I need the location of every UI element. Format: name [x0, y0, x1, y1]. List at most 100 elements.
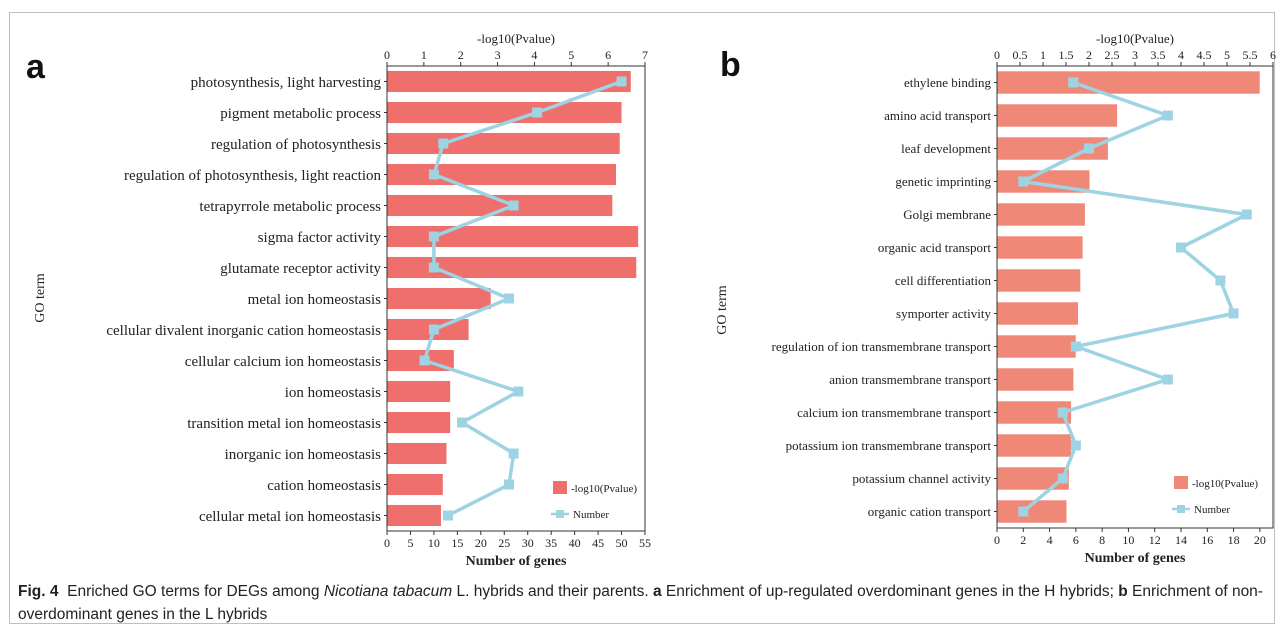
category-label: regulation of photosynthesis, light reac… [124, 168, 382, 184]
category-label: genetic imprinting [895, 174, 991, 189]
top-tick-label: 0 [994, 48, 1000, 62]
top-tick-label: 3.5 [1151, 48, 1166, 62]
caption-text-b: Enrichment of non-overdominant genes in … [18, 583, 1263, 623]
bar [997, 203, 1085, 226]
bottom-tick-label: 15 [451, 536, 463, 550]
bottom-tick-label: 35 [545, 536, 557, 550]
number-point [438, 138, 449, 149]
bottom-tick-label: 30 [522, 536, 534, 550]
legend-label-line: Number [1194, 504, 1230, 516]
caption-a: a [652, 583, 662, 600]
number-point [1162, 110, 1173, 121]
go-enrichment-chart: a b photosynthesis, light harvesting pigm… [26, 31, 1276, 569]
category-label: potassium channel activity [852, 471, 991, 486]
bar [997, 368, 1074, 391]
top-tick-label: 6 [605, 48, 611, 62]
bar [387, 504, 441, 527]
bar [997, 104, 1118, 127]
bottom-tick-label: 12 [1149, 533, 1161, 547]
bottom-tick-label: 18 [1228, 533, 1240, 547]
legend-label-line: Number [573, 509, 609, 521]
category-label: organic acid transport [878, 240, 991, 255]
top-tick-label: 1 [421, 48, 427, 62]
bottom-tick-label: 25 [498, 536, 510, 550]
category-label: cellular calcium ion homeostasis [185, 354, 381, 370]
caption-b: b [1118, 583, 1128, 600]
number-point [1228, 308, 1239, 319]
category-label: cellular metal ion homeostasis [199, 509, 381, 525]
category-label: regulation of photosynthesis [211, 137, 381, 153]
number-point [1215, 275, 1226, 286]
category-label: amino acid transport [884, 108, 991, 123]
number-point [1018, 506, 1029, 517]
bottom-tick-label: 14 [1175, 533, 1187, 547]
number-point [1057, 407, 1068, 418]
number-point [503, 479, 514, 490]
panel-b-chart: ethylene binding amino acid transport leaf… [715, 31, 1276, 566]
bar [387, 163, 617, 186]
bar [387, 318, 469, 341]
bottom-tick-label: 2 [1020, 533, 1026, 547]
number-point [1070, 440, 1081, 451]
y-axis-title: GO term [33, 273, 48, 322]
category-label: potassium ion transmembrane transport [786, 438, 992, 453]
bar [997, 467, 1069, 490]
number-point [428, 231, 439, 242]
category-label: transition metal ion homeostasis [187, 416, 381, 432]
number-point [428, 169, 439, 180]
bottom-tick-label: 4 [1047, 533, 1053, 547]
number-point [503, 293, 514, 304]
top-tick-label: 4.5 [1197, 48, 1212, 62]
bar [387, 194, 613, 217]
top-tick-label: 5 [1224, 48, 1230, 62]
bottom-tick-label: 50 [616, 536, 628, 550]
number-point [1018, 176, 1029, 187]
y-axis-title: GO term [715, 285, 730, 334]
category-label: organic cation transport [868, 504, 992, 519]
category-label: regulation of ion transmembrane transpor… [772, 339, 992, 354]
top-tick-label: 2.5 [1105, 48, 1120, 62]
number-point [508, 200, 519, 211]
category-label: ion homeostasis [285, 385, 381, 401]
number-point [1241, 209, 1252, 220]
top-tick-label: 1.5 [1059, 48, 1074, 62]
legend-swatch-bar [553, 481, 567, 494]
bottom-tick-label: 8 [1099, 533, 1105, 547]
panel-a-chart: photosynthesis, light harvesting pigment … [33, 31, 651, 569]
bottom-axis-title: Number of genes [466, 554, 567, 569]
top-tick-label: 5.5 [1243, 48, 1258, 62]
bar [387, 225, 639, 248]
category-label: Golgi membrane [903, 207, 991, 222]
bottom-tick-label: 10 [1122, 533, 1134, 547]
bar [997, 71, 1260, 94]
caption-text-1: Enriched GO terms for DEGs among [67, 583, 324, 600]
category-label: cation homeostasis [267, 478, 381, 494]
bar [387, 70, 631, 93]
number-point [442, 510, 453, 521]
category-label: inorganic ion homeostasis [225, 447, 382, 463]
top-tick-label: 4 [1178, 48, 1184, 62]
plot-area [996, 65, 1274, 529]
category-label: sigma factor activity [258, 230, 382, 246]
number-point [1068, 77, 1079, 88]
category-label: tetrapyrrole metabolic process [199, 199, 381, 215]
legend-swatch-bar [1174, 476, 1188, 489]
bar [997, 500, 1067, 523]
number-point [1162, 374, 1173, 385]
number-point [1057, 473, 1068, 484]
bar [997, 269, 1081, 292]
top-tick-label: 1 [1040, 48, 1046, 62]
caption-label: Fig. 4 [18, 583, 59, 600]
top-tick-label: 3 [495, 48, 501, 62]
category-label: pigment metabolic process [220, 106, 381, 122]
category-label: photosynthesis, light harvesting [191, 75, 382, 91]
number-point [1070, 341, 1081, 352]
bottom-axis-title: Number of genes [1085, 551, 1186, 566]
bar [997, 401, 1072, 424]
panel-letter-a: a [26, 48, 46, 86]
number-point [513, 386, 524, 397]
bottom-tick-label: 20 [1254, 533, 1266, 547]
bar [387, 101, 622, 124]
legend-label-bar: -log10(Pvalue) [1192, 478, 1258, 490]
bottom-tick-label: 40 [569, 536, 581, 550]
